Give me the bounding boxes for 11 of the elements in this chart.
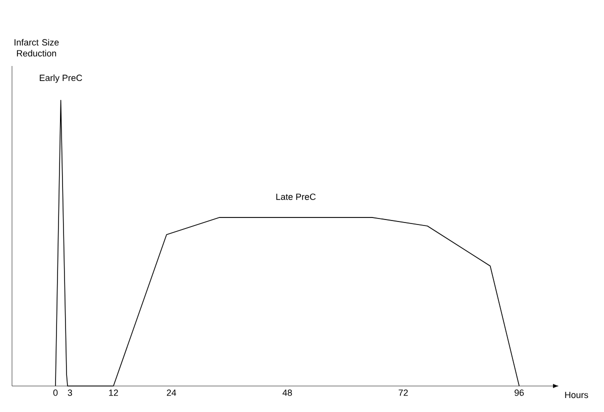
x-tick-label: 12 bbox=[109, 390, 118, 396]
x-tick-label: 3 bbox=[68, 390, 72, 396]
text: Early PreC bbox=[40, 74, 82, 83]
x-tick-label: 72 bbox=[398, 390, 408, 396]
y-axis-title: Infarct Size Reduction bbox=[14, 38, 59, 57]
x-tick-label: 96 bbox=[514, 390, 524, 396]
x-axis-title: Hours bbox=[565, 392, 588, 398]
series-label: Late PreC bbox=[276, 194, 316, 200]
x-tick-label: 24 bbox=[166, 390, 176, 396]
x-tick-label: 48 bbox=[282, 390, 292, 396]
x-tick-label: 0 bbox=[53, 390, 58, 396]
